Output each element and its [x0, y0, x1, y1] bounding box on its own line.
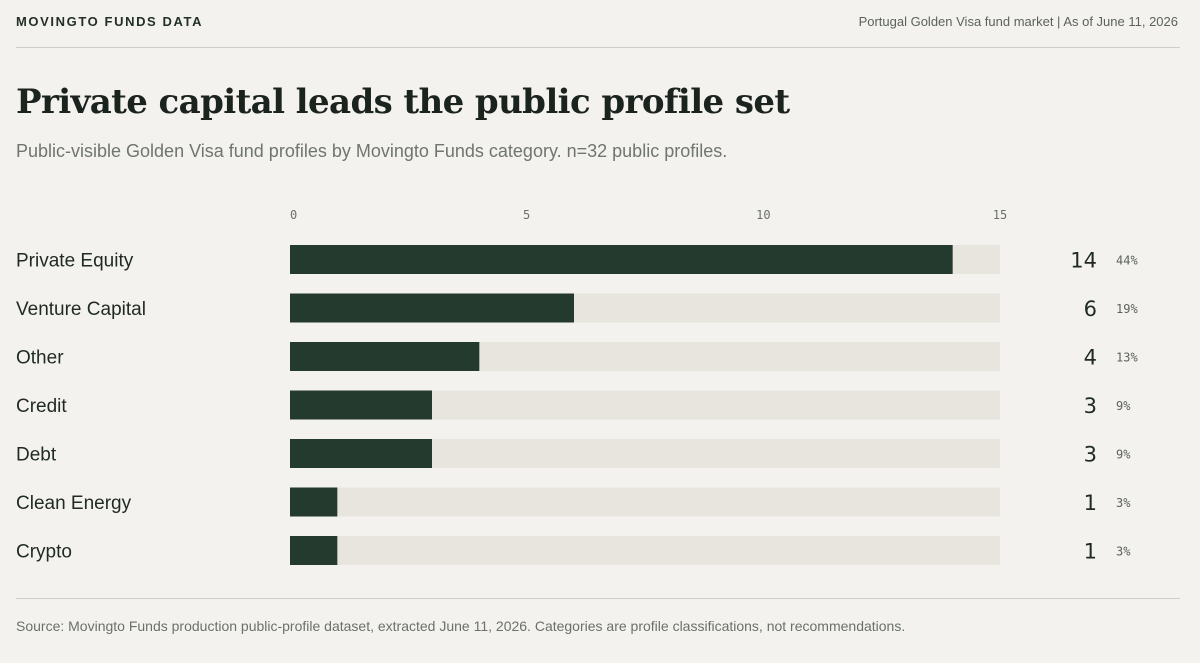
value-label: 1	[1084, 491, 1097, 515]
category-label: Other	[16, 348, 64, 369]
brand-label: MOVINGTO FUNDS DATA	[16, 14, 204, 29]
chart-title: Private capital leads the public profile…	[16, 82, 790, 122]
category-label: Clean Energy	[16, 493, 132, 514]
source-note: Source: Movingto Funds production public…	[16, 618, 906, 634]
value-label: 4	[1084, 346, 1097, 370]
bar-track	[290, 487, 1000, 517]
bar	[290, 439, 432, 468]
percent-label: 3%	[1116, 545, 1131, 559]
value-label: 14	[1070, 249, 1097, 273]
percent-label: 19%	[1116, 302, 1138, 316]
market-context-label: Portugal Golden Visa fund market | As of…	[858, 14, 1178, 29]
x-tick-label: 5	[523, 208, 530, 222]
bar-track	[290, 536, 1000, 565]
percent-label: 9%	[1116, 448, 1131, 462]
value-label: 6	[1084, 297, 1097, 321]
header-divider	[16, 47, 1180, 48]
category-label: Private Equity	[16, 251, 134, 272]
percent-label: 13%	[1116, 351, 1138, 365]
x-tick-label: 15	[993, 208, 1007, 222]
bar	[290, 342, 480, 371]
chart-subtitle: Public-visible Golden Visa fund profiles…	[16, 141, 728, 161]
bar	[290, 245, 953, 274]
bar	[290, 390, 432, 420]
x-tick-label: 0	[290, 208, 297, 222]
bar	[290, 536, 338, 565]
category-label: Crypto	[16, 542, 72, 563]
percent-label: 44%	[1116, 254, 1138, 268]
x-tick-label: 10	[756, 208, 770, 222]
value-label: 3	[1084, 443, 1097, 467]
percent-label: 9%	[1116, 399, 1131, 413]
bar	[290, 487, 338, 517]
percent-label: 3%	[1116, 496, 1131, 510]
value-label: 1	[1084, 540, 1097, 564]
category-label: Debt	[16, 445, 57, 466]
category-label: Credit	[16, 396, 67, 417]
bar	[290, 293, 574, 323]
value-label: 3	[1084, 394, 1097, 418]
footer-divider	[16, 598, 1180, 599]
category-label: Venture Capital	[16, 299, 146, 320]
